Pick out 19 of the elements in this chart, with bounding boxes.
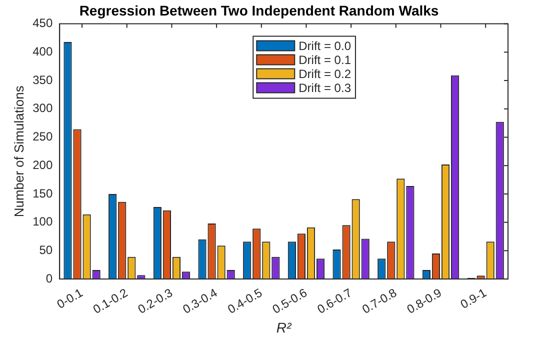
y-tick-label: 300	[32, 101, 53, 116]
legend-label: Drift = 0.1	[298, 53, 352, 68]
chart-title: Regression Between Two Independent Random Walks	[79, 2, 439, 18]
y-tick-label: 0	[46, 271, 53, 286]
x-axis-title: R²	[276, 319, 293, 336]
y-tick-label: 100	[32, 214, 53, 229]
y-tick-label: 450	[32, 16, 53, 30]
legend-label: Drift = 0.3	[298, 81, 352, 96]
y-tick-label: 50	[39, 243, 53, 257]
y-axis-title: Number of Simulations	[11, 85, 26, 218]
x-tick-label: 0.9-1	[458, 285, 490, 312]
y-tick-label: 200	[32, 158, 53, 172]
y-tick-label: 250	[32, 130, 53, 144]
x-tick-label: 0-0.1	[54, 285, 86, 312]
legend-label: Drift = 0.0	[298, 39, 352, 54]
y-tick-label: 400	[32, 44, 53, 58]
legend-label: Drift = 0.2	[298, 67, 352, 82]
y-tick-label: 350	[32, 72, 53, 87]
y-tick-label: 150	[32, 186, 53, 200]
